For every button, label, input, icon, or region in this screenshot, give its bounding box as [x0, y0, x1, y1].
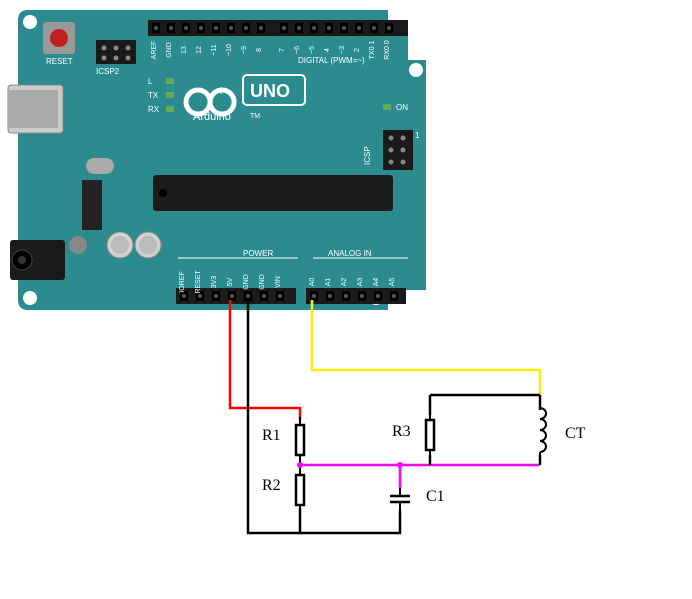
ct-coil	[540, 430, 546, 441]
wire-black	[248, 300, 300, 533]
svg-text:GND: GND	[259, 274, 266, 290]
svg-text:DIGITAL (PWM=~): DIGITAL (PWM=~)	[298, 56, 365, 65]
svg-text:Arduino: Arduino	[193, 111, 231, 123]
svg-text:ANALOG IN: ANALOG IN	[328, 249, 372, 258]
svg-text:RESET: RESET	[46, 57, 73, 66]
svg-text:ON: ON	[396, 103, 408, 112]
svg-text:GND: GND	[243, 274, 250, 290]
svg-text:13: 13	[181, 46, 188, 54]
svg-text:TX: TX	[148, 91, 159, 100]
svg-text:A1: A1	[325, 278, 332, 287]
svg-text:1: 1	[415, 131, 420, 140]
ct-coil	[540, 441, 546, 452]
svg-text:−: −	[193, 82, 201, 98]
svg-text:~5: ~5	[309, 46, 316, 54]
svg-text:5V: 5V	[227, 277, 234, 286]
svg-text:~9: ~9	[241, 46, 248, 54]
svg-text:8: 8	[256, 48, 263, 52]
svg-text:TM: TM	[250, 113, 260, 120]
ct-coil	[540, 419, 546, 430]
svg-text:7: 7	[279, 48, 286, 52]
svg-text:A4: A4	[373, 278, 380, 287]
svg-text:~11: ~11	[211, 44, 218, 55]
svg-text:ICSP2: ICSP2	[96, 67, 120, 76]
svg-text:UNO: UNO	[250, 81, 290, 101]
svg-text:VIN: VIN	[275, 276, 282, 288]
wire-r3_top	[430, 395, 540, 415]
ct-label: CT	[565, 425, 585, 443]
svg-text:IOREF: IOREF	[179, 271, 186, 292]
svg-text:A0: A0	[309, 278, 316, 287]
svg-text:~6: ~6	[294, 46, 301, 54]
svg-text:2: 2	[354, 48, 361, 52]
arduino-board: RESET ICSP2 AREF GND 13 12 ~11 ~10 ~9 8 7 ~6 ~5 4 ~3 2 T…	[8, 10, 426, 310]
r3-label: R3	[392, 423, 411, 441]
r2-label: R2	[262, 477, 281, 495]
svg-text:TX0 1: TX0 1	[369, 41, 376, 60]
svg-text:12: 12	[196, 46, 203, 54]
svg-text:~10: ~10	[226, 44, 233, 56]
r1-label: R1	[262, 427, 281, 445]
svg-text:L: L	[148, 77, 153, 86]
wire-c1_bot	[300, 510, 400, 533]
svg-text:RESET: RESET	[195, 270, 202, 294]
svg-text:A5: A5	[389, 278, 396, 287]
svg-text:4: 4	[324, 48, 331, 52]
c1-label: C1	[426, 488, 445, 506]
svg-text:GND: GND	[166, 42, 173, 58]
wire-yellow	[312, 300, 540, 395]
svg-text:RX0 0: RX0 0	[384, 40, 391, 60]
svg-text:RX: RX	[148, 105, 160, 114]
svg-text:A2: A2	[341, 278, 348, 287]
svg-text:+: +	[217, 82, 225, 98]
wire-red	[230, 300, 300, 420]
svg-text:A3: A3	[357, 278, 364, 287]
svg-text:~3: ~3	[339, 46, 346, 54]
svg-text:ICSP: ICSP	[363, 146, 372, 165]
svg-text:3V3: 3V3	[211, 276, 218, 289]
wire-magenta	[300, 465, 540, 488]
svg-text:POWER: POWER	[243, 249, 273, 258]
svg-text:AREF: AREF	[151, 41, 158, 60]
